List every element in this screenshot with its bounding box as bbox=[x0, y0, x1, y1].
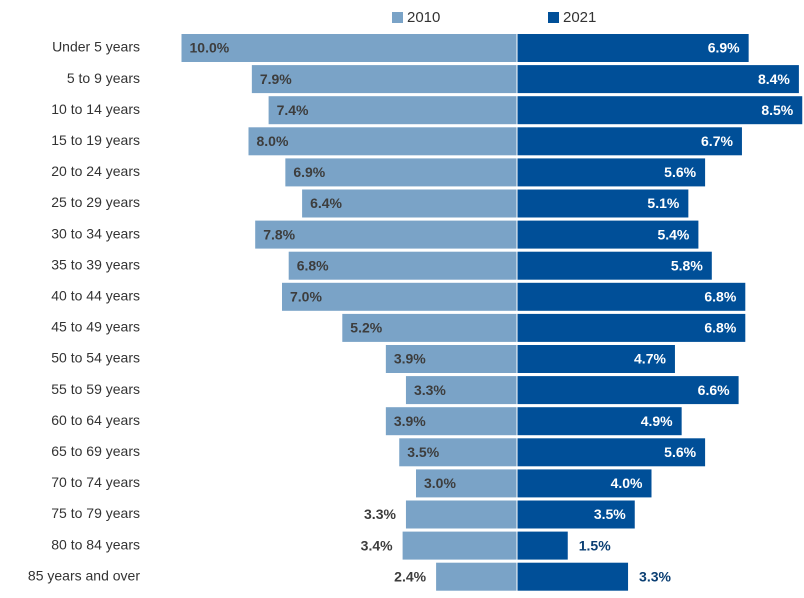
bar-2010 bbox=[251, 65, 517, 94]
bar-2010 bbox=[342, 313, 517, 342]
category-label: 20 to 24 years bbox=[51, 163, 140, 179]
category-label: 30 to 34 years bbox=[51, 225, 140, 241]
value-label: 10.0% bbox=[190, 40, 230, 56]
bar-2010 bbox=[181, 34, 517, 62]
value-label: 3.0% bbox=[424, 475, 456, 491]
value-label: 4.0% bbox=[611, 475, 643, 491]
bar-2021 bbox=[517, 562, 629, 591]
value-label: 8.0% bbox=[257, 133, 289, 149]
value-label: 6.8% bbox=[704, 289, 736, 305]
bar-2010 bbox=[248, 127, 517, 156]
category-label: 40 to 44 years bbox=[51, 288, 140, 304]
category-label: 35 to 39 years bbox=[51, 256, 140, 272]
category-label: 10 to 14 years bbox=[51, 101, 140, 117]
category-label: 80 to 84 years bbox=[51, 536, 140, 552]
category-label: 15 to 19 years bbox=[51, 132, 140, 148]
value-label: 3.3% bbox=[414, 382, 446, 398]
bar-2010 bbox=[405, 500, 517, 529]
value-label: 5.1% bbox=[647, 195, 679, 211]
bar-2021 bbox=[517, 220, 699, 249]
bar-2010 bbox=[288, 251, 517, 280]
bar-2010 bbox=[285, 158, 517, 187]
bar-2010 bbox=[302, 189, 517, 218]
bar-2021 bbox=[517, 345, 675, 373]
bar-2021 bbox=[517, 65, 799, 94]
value-label: 1.5% bbox=[579, 537, 611, 553]
value-label: 7.9% bbox=[260, 71, 292, 87]
bar-2021 bbox=[517, 438, 706, 467]
bar-2021 bbox=[517, 127, 742, 156]
bar-2010 bbox=[282, 282, 517, 311]
category-label: 60 to 64 years bbox=[51, 412, 140, 428]
bar-2010 bbox=[255, 220, 517, 249]
value-label: 7.8% bbox=[263, 226, 295, 242]
bar-2021 bbox=[517, 158, 706, 187]
bar-2021 bbox=[517, 282, 746, 311]
value-label: 6.9% bbox=[708, 40, 740, 56]
bar-2021 bbox=[517, 251, 712, 280]
value-label: 3.9% bbox=[394, 351, 426, 367]
value-label: 6.6% bbox=[698, 382, 730, 398]
category-label: 55 to 59 years bbox=[51, 381, 140, 397]
category-label: 45 to 49 years bbox=[51, 319, 140, 335]
bar-2021 bbox=[517, 189, 689, 218]
bar-2021 bbox=[517, 313, 746, 342]
value-label: 7.0% bbox=[290, 289, 322, 305]
value-label: 4.9% bbox=[641, 413, 673, 429]
bar-2021 bbox=[517, 531, 568, 560]
value-label: 5.2% bbox=[350, 320, 382, 336]
category-label: 25 to 29 years bbox=[51, 194, 140, 210]
bar-2010 bbox=[399, 438, 517, 467]
bar-2010 bbox=[268, 96, 517, 125]
bar-2010 bbox=[416, 469, 517, 498]
value-label: 3.3% bbox=[364, 506, 396, 522]
bar-2010 bbox=[402, 531, 517, 560]
value-label: 3.5% bbox=[594, 506, 626, 522]
value-label: 2.4% bbox=[394, 568, 426, 584]
bar-2010 bbox=[436, 562, 517, 591]
legend-label: 2010 bbox=[407, 9, 440, 26]
bar-2021 bbox=[517, 469, 652, 498]
value-label: 5.4% bbox=[657, 226, 689, 242]
category-label: Under 5 years bbox=[52, 39, 140, 55]
value-label: 7.4% bbox=[277, 102, 309, 118]
bar-2010 bbox=[385, 407, 517, 436]
category-label: 85 years and over bbox=[28, 567, 140, 583]
bar-2021 bbox=[517, 500, 635, 529]
legend-label: 2021 bbox=[563, 9, 596, 26]
value-label: 3.9% bbox=[394, 413, 426, 429]
value-label: 5.6% bbox=[664, 164, 696, 180]
value-label: 6.7% bbox=[701, 133, 733, 149]
bar-2021 bbox=[517, 96, 803, 125]
legend-swatch bbox=[392, 12, 403, 23]
value-label: 6.9% bbox=[293, 164, 325, 180]
legend-swatch bbox=[548, 12, 559, 23]
bar-2010 bbox=[385, 345, 517, 373]
value-label: 8.4% bbox=[758, 71, 790, 87]
bar-2021 bbox=[517, 407, 682, 436]
category-label: 70 to 74 years bbox=[51, 474, 140, 490]
value-label: 3.5% bbox=[407, 444, 439, 460]
category-label: 50 to 54 years bbox=[51, 350, 140, 366]
category-label: 75 to 79 years bbox=[51, 505, 140, 521]
bar-2010 bbox=[405, 376, 517, 405]
value-label: 6.4% bbox=[310, 195, 342, 211]
value-label: 4.7% bbox=[634, 351, 666, 367]
category-label: 5 to 9 years bbox=[67, 70, 140, 86]
value-label: 3.3% bbox=[639, 568, 671, 584]
value-label: 5.8% bbox=[671, 257, 703, 273]
value-label: 6.8% bbox=[297, 257, 329, 273]
category-label: 65 to 69 years bbox=[51, 443, 140, 459]
bar-2021 bbox=[517, 34, 749, 62]
value-label: 6.8% bbox=[704, 320, 736, 336]
value-label: 8.5% bbox=[761, 102, 793, 118]
value-label: 3.4% bbox=[361, 537, 393, 553]
value-label: 5.6% bbox=[664, 444, 696, 460]
bar-2021 bbox=[517, 376, 739, 405]
